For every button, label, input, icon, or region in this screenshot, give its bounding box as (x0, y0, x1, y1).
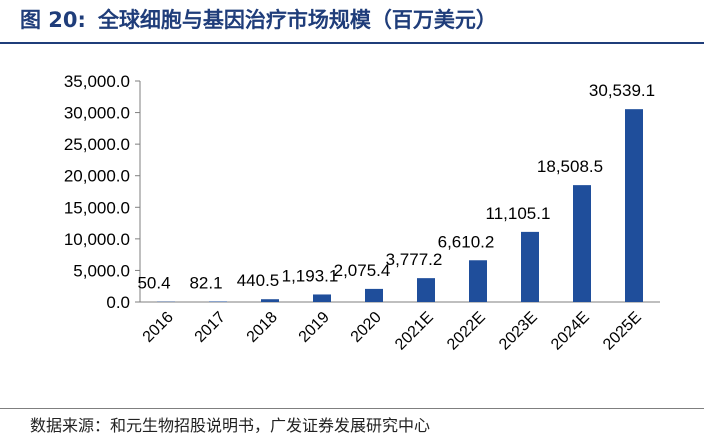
x-tick-label: 2016 (140, 309, 177, 346)
bar (365, 288, 383, 302)
y-tick-label: 10,000.0 (64, 230, 130, 249)
x-tick-label: 2017 (192, 309, 229, 346)
x-tick-label: 2021E (392, 309, 437, 354)
bar (469, 260, 487, 302)
bar (417, 278, 435, 302)
figure-title-bar: 图 20: 全球细胞与基因治疗市场规模（百万美元） (0, 0, 704, 40)
y-tick-label: 5,000.0 (73, 261, 130, 280)
bar (261, 299, 279, 302)
data-label: 2,075.4 (334, 261, 391, 280)
bar (625, 109, 643, 303)
x-tick-label: 2019 (296, 309, 333, 346)
data-label: 6,610.2 (438, 232, 495, 251)
bar-chart: 0.0 5,000.0 10,000.0 15,000.0 20,000.0 25,000… (64, 72, 660, 354)
data-label: 18,508.5 (537, 157, 603, 176)
data-label: 3,777.2 (386, 250, 443, 269)
x-tick-label: 2025E (600, 309, 645, 354)
data-label: 30,539.1 (589, 81, 655, 100)
bar (573, 185, 591, 302)
bar (209, 301, 227, 302)
y-tick-label: 35,000.0 (64, 72, 130, 91)
data-label: 1,193.1 (282, 266, 339, 285)
x-tick-label: 2022E (444, 309, 489, 354)
x-tick-label: 2023E (496, 309, 541, 354)
x-tick-label: 2020 (348, 309, 385, 346)
bar (521, 231, 539, 302)
figure-number: 图 20: (20, 8, 86, 32)
source-divider (0, 408, 704, 409)
y-tick-label: 30,000.0 (64, 104, 130, 123)
x-tick-label: 2024E (548, 309, 593, 354)
data-label: 82.1 (189, 273, 222, 292)
y-tick-label: 25,000.0 (64, 135, 130, 154)
y-tick-label: 20,000.0 (64, 167, 130, 186)
y-tick-label: 0.0 (106, 293, 130, 312)
data-label: 440.5 (237, 271, 280, 290)
x-tick-label: 2018 (244, 309, 281, 346)
data-label: 11,105.1 (486, 204, 551, 223)
title-divider (0, 42, 704, 44)
y-tick-label: 15,000.0 (64, 198, 130, 217)
figure-title: 全球细胞与基因治疗市场规模（百万美元） (97, 8, 497, 32)
source-note: 数据来源：和元生物招股说明书，广发证券发展研究中心 (30, 416, 431, 435)
data-label: 50.4 (137, 274, 170, 293)
bar (313, 294, 331, 302)
